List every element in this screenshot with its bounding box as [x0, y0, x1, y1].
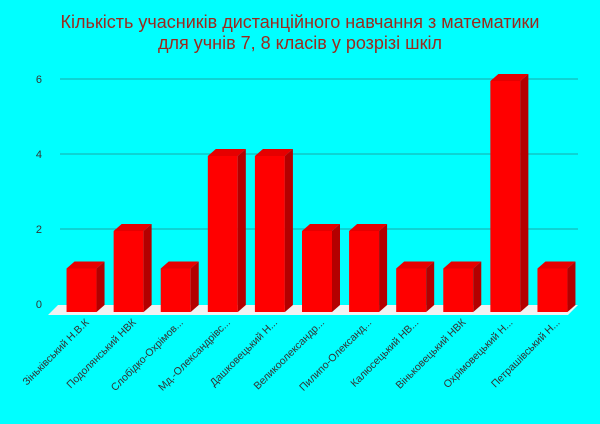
- y-tick-label: 6: [36, 74, 42, 86]
- bar-side: [567, 261, 576, 312]
- chart-title-line-1: Кількість учасників дистанційного навчан…: [60, 12, 540, 32]
- bar: [66, 268, 97, 312]
- bar: [490, 81, 521, 312]
- bar: [113, 231, 144, 312]
- bar-side: [426, 261, 435, 312]
- bar-top: [160, 261, 199, 269]
- bar-top: [443, 261, 482, 269]
- bar-side: [379, 224, 388, 312]
- bar-top: [396, 261, 435, 269]
- bar-top: [302, 224, 340, 231]
- y-tick-label: 4: [36, 149, 42, 161]
- chart-title: Кількість учасників дистанційного навчан…: [0, 12, 600, 54]
- bar: [160, 268, 191, 312]
- bar-top: [254, 149, 293, 156]
- bar-top: [207, 149, 246, 156]
- bar: [254, 156, 285, 312]
- bar-side: [190, 261, 199, 312]
- bar-top: [537, 261, 576, 269]
- bar: [396, 268, 427, 312]
- bar-side: [237, 149, 246, 312]
- bar-top: [349, 224, 388, 231]
- bar-side: [332, 224, 340, 312]
- y-tick-label: 0: [36, 299, 42, 311]
- bar-side: [520, 74, 529, 312]
- bar-side: [473, 261, 482, 312]
- bar-top: [113, 224, 152, 231]
- chart-title-line-2: для учнів 7, 8 класів у розрізі шкіл: [158, 33, 442, 53]
- bar-top: [490, 74, 529, 81]
- bar: [349, 231, 380, 312]
- bar-top: [66, 261, 105, 269]
- bar: [207, 156, 238, 312]
- bar: [302, 231, 332, 312]
- bar-side: [143, 224, 152, 312]
- bar-side: [96, 261, 105, 312]
- bar: [443, 268, 474, 312]
- y-tick-label: 2: [36, 224, 42, 236]
- bar: [537, 268, 568, 312]
- bar-side: [284, 149, 293, 312]
